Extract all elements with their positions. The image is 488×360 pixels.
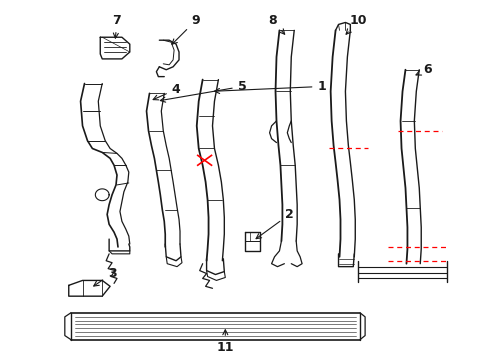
Text: 8: 8 (268, 14, 284, 34)
Text: 2: 2 (256, 208, 293, 239)
Text: 3: 3 (94, 267, 116, 286)
Text: 11: 11 (216, 330, 234, 354)
Text: 4: 4 (153, 83, 180, 100)
Text: 5: 5 (160, 80, 246, 102)
Text: 7: 7 (112, 14, 121, 38)
Text: 1: 1 (214, 80, 325, 94)
Text: 6: 6 (415, 63, 430, 76)
Text: 9: 9 (172, 14, 200, 44)
Text: 10: 10 (346, 14, 366, 34)
